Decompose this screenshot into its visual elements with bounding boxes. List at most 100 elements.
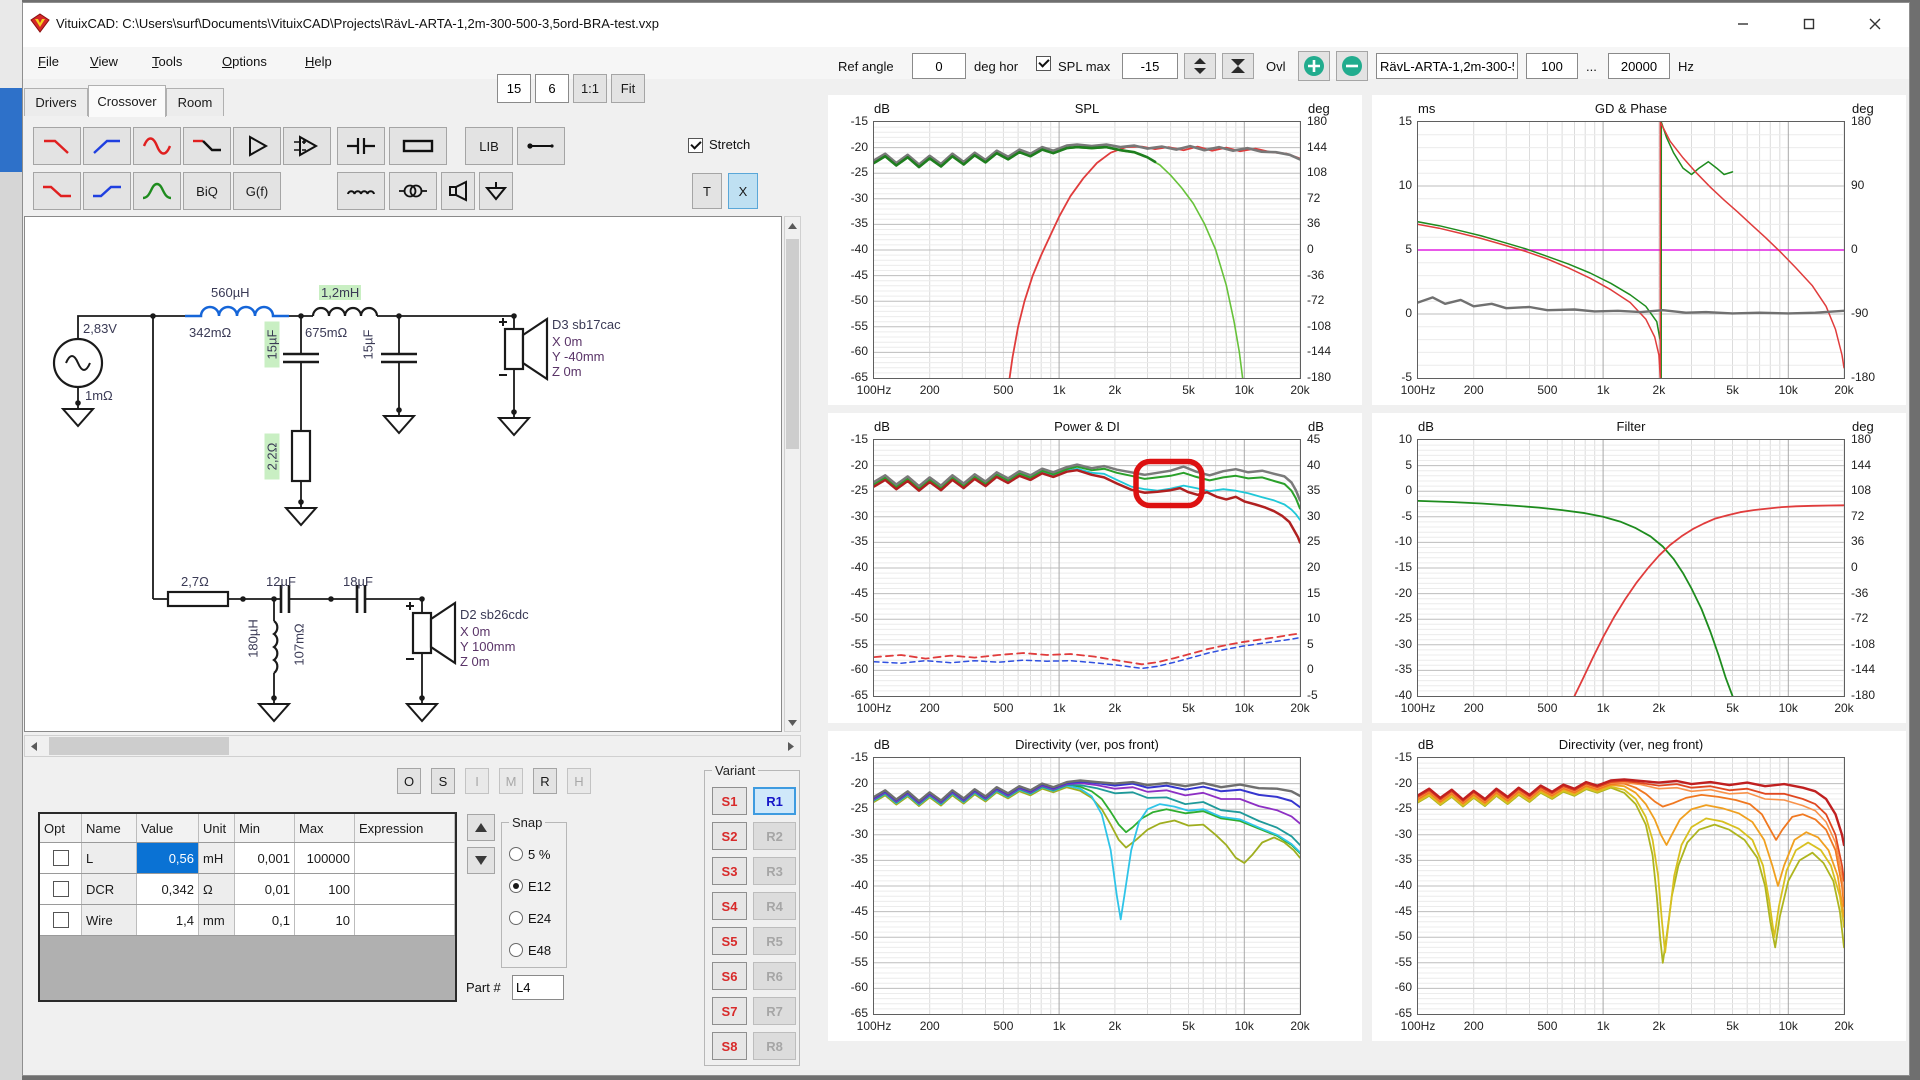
- variant-schematic-s1[interactable]: S1: [712, 787, 747, 815]
- row-down-button[interactable]: [467, 847, 495, 874]
- action-button-r[interactable]: R: [533, 768, 557, 794]
- shelf-filter-button[interactable]: [183, 127, 231, 165]
- value-cell-selected[interactable]: 0,56: [137, 843, 199, 873]
- snap-e48-radio[interactable]: [509, 943, 523, 957]
- tab-drivers[interactable]: Drivers: [24, 88, 88, 116]
- zoom-fit-button[interactable]: Fit: [611, 74, 645, 103]
- chart-plot-area[interactable]: [1417, 439, 1845, 697]
- capacitor-button[interactable]: [337, 127, 385, 165]
- menu-file[interactable]: File: [38, 54, 59, 69]
- scroll-down-icon[interactable]: [785, 714, 800, 731]
- action-button-o[interactable]: O: [397, 768, 421, 794]
- buffer-button[interactable]: [233, 127, 281, 165]
- highpass-filter-button[interactable]: [83, 127, 131, 165]
- variant-result-r2[interactable]: R2: [753, 822, 796, 850]
- snap-5pct-radio[interactable]: [509, 847, 523, 861]
- ground-button[interactable]: [479, 172, 513, 210]
- menu-view[interactable]: View: [90, 54, 118, 69]
- inductor-button[interactable]: [337, 172, 385, 210]
- y-tick-label-right: 108: [1307, 165, 1351, 179]
- horizontal-scrollbar[interactable]: [24, 735, 801, 757]
- variant-result-r5[interactable]: R5: [753, 927, 796, 955]
- variant-result-r7[interactable]: R7: [753, 997, 796, 1025]
- schematic-canvas[interactable]: 2,83V 1mΩ 560µH 342mΩ 1,2mH 675mΩ 15µF 2…: [24, 216, 782, 732]
- transformer-button[interactable]: [389, 172, 437, 210]
- spl-max-checkbox[interactable]: [1036, 56, 1051, 71]
- chart-plot-area[interactable]: [1417, 121, 1845, 379]
- minimize-button[interactable]: [1720, 3, 1766, 45]
- wire-button[interactable]: [517, 127, 565, 165]
- text-tool-button[interactable]: T: [692, 173, 722, 209]
- close-button[interactable]: [1852, 3, 1898, 45]
- variant-schematic-s6[interactable]: S6: [712, 962, 747, 990]
- variant-result-r8[interactable]: R8: [753, 1032, 796, 1060]
- opamp-button[interactable]: [283, 127, 331, 165]
- snap-e24-radio[interactable]: [509, 911, 523, 925]
- speaker-button[interactable]: [441, 172, 475, 210]
- opt-checkbox[interactable]: [53, 881, 69, 897]
- variant-schematic-s2[interactable]: S2: [712, 822, 747, 850]
- xo-tool-button[interactable]: X: [728, 173, 758, 209]
- action-button-s[interactable]: S: [431, 768, 455, 794]
- window-title: VituixCAD: C:\Users\surf\Documents\Vitui…: [56, 16, 659, 31]
- freq-max-input[interactable]: [1608, 53, 1670, 79]
- variant-schematic-s8[interactable]: S8: [712, 1032, 747, 1060]
- biquad-button[interactable]: BiQ: [183, 172, 231, 210]
- auto-scale-button[interactable]: [1222, 53, 1254, 79]
- stretch-checkbox[interactable]: [688, 138, 703, 153]
- y-axis-unit-left: dB: [1418, 419, 1434, 434]
- spl-max-spinner[interactable]: [1184, 53, 1216, 79]
- scroll-up-icon[interactable]: [785, 217, 800, 234]
- overlay-name-input[interactable]: [1376, 53, 1518, 79]
- grid-x-input[interactable]: [497, 74, 531, 103]
- tab-crossover[interactable]: Crossover: [88, 85, 166, 117]
- highshelf-button[interactable]: [83, 172, 131, 210]
- opt-checkbox[interactable]: [53, 912, 69, 928]
- chart-plot-area[interactable]: [1417, 757, 1845, 1015]
- library-button[interactable]: LIB: [465, 127, 513, 165]
- grid-y-input[interactable]: [535, 74, 569, 103]
- bandpass-filter-button[interactable]: [133, 127, 181, 165]
- menu-options[interactable]: Options: [222, 54, 267, 69]
- scroll-left-icon[interactable]: [25, 736, 43, 756]
- vertical-scrollbar[interactable]: [784, 216, 801, 732]
- tab-room[interactable]: Room: [166, 88, 224, 116]
- lowshelf-button[interactable]: [33, 172, 81, 210]
- variant-schematic-s5[interactable]: S5: [712, 927, 747, 955]
- variant-result-r6[interactable]: R6: [753, 962, 796, 990]
- variant-result-r3[interactable]: R3: [753, 857, 796, 885]
- inductor-icon: [345, 180, 377, 202]
- transfer-function-button[interactable]: G(f): [233, 172, 281, 210]
- horizontal-scroll-thumb[interactable]: [49, 737, 229, 755]
- chart-plot-area[interactable]: [873, 121, 1301, 379]
- variant-result-r1[interactable]: R1: [753, 787, 796, 815]
- peak-eq-button[interactable]: [133, 172, 181, 210]
- variant-schematic-s4[interactable]: S4: [712, 892, 747, 920]
- chart-plot-area[interactable]: [873, 757, 1301, 1015]
- scroll-right-icon[interactable]: [782, 736, 800, 756]
- snap-e12-radio[interactable]: [509, 879, 523, 893]
- y-tick-label: -35: [828, 216, 868, 230]
- menu-help[interactable]: Help: [305, 54, 332, 69]
- spl-max-input[interactable]: [1122, 53, 1178, 79]
- row-up-button[interactable]: [467, 814, 495, 841]
- freq-min-input[interactable]: [1526, 53, 1578, 79]
- ref-angle-input[interactable]: [912, 53, 966, 79]
- chart-plot-area[interactable]: [873, 439, 1301, 697]
- y-tick-label-right: -5: [1307, 688, 1351, 702]
- variant-schematic-s7[interactable]: S7: [712, 997, 747, 1025]
- vertical-scroll-thumb[interactable]: [786, 239, 799, 449]
- overlay-add-button[interactable]: [1298, 51, 1330, 81]
- variant-result-r4[interactable]: R4: [753, 892, 796, 920]
- overlay-remove-button[interactable]: [1336, 51, 1368, 81]
- resistor-button[interactable]: [389, 127, 447, 165]
- maximize-button[interactable]: [1786, 3, 1832, 45]
- menu-tools[interactable]: Tools: [152, 54, 182, 69]
- variant-schematic-s3[interactable]: S3: [712, 857, 747, 885]
- zoom-1to1-button[interactable]: 1:1: [573, 74, 607, 103]
- part-number-input[interactable]: [512, 975, 564, 1000]
- lowpass-filter-button[interactable]: [33, 127, 81, 165]
- opt-checkbox[interactable]: [53, 850, 69, 866]
- x-tick-label: 200: [1446, 701, 1502, 715]
- chart-title: Directivity (ver, pos front): [874, 737, 1300, 752]
